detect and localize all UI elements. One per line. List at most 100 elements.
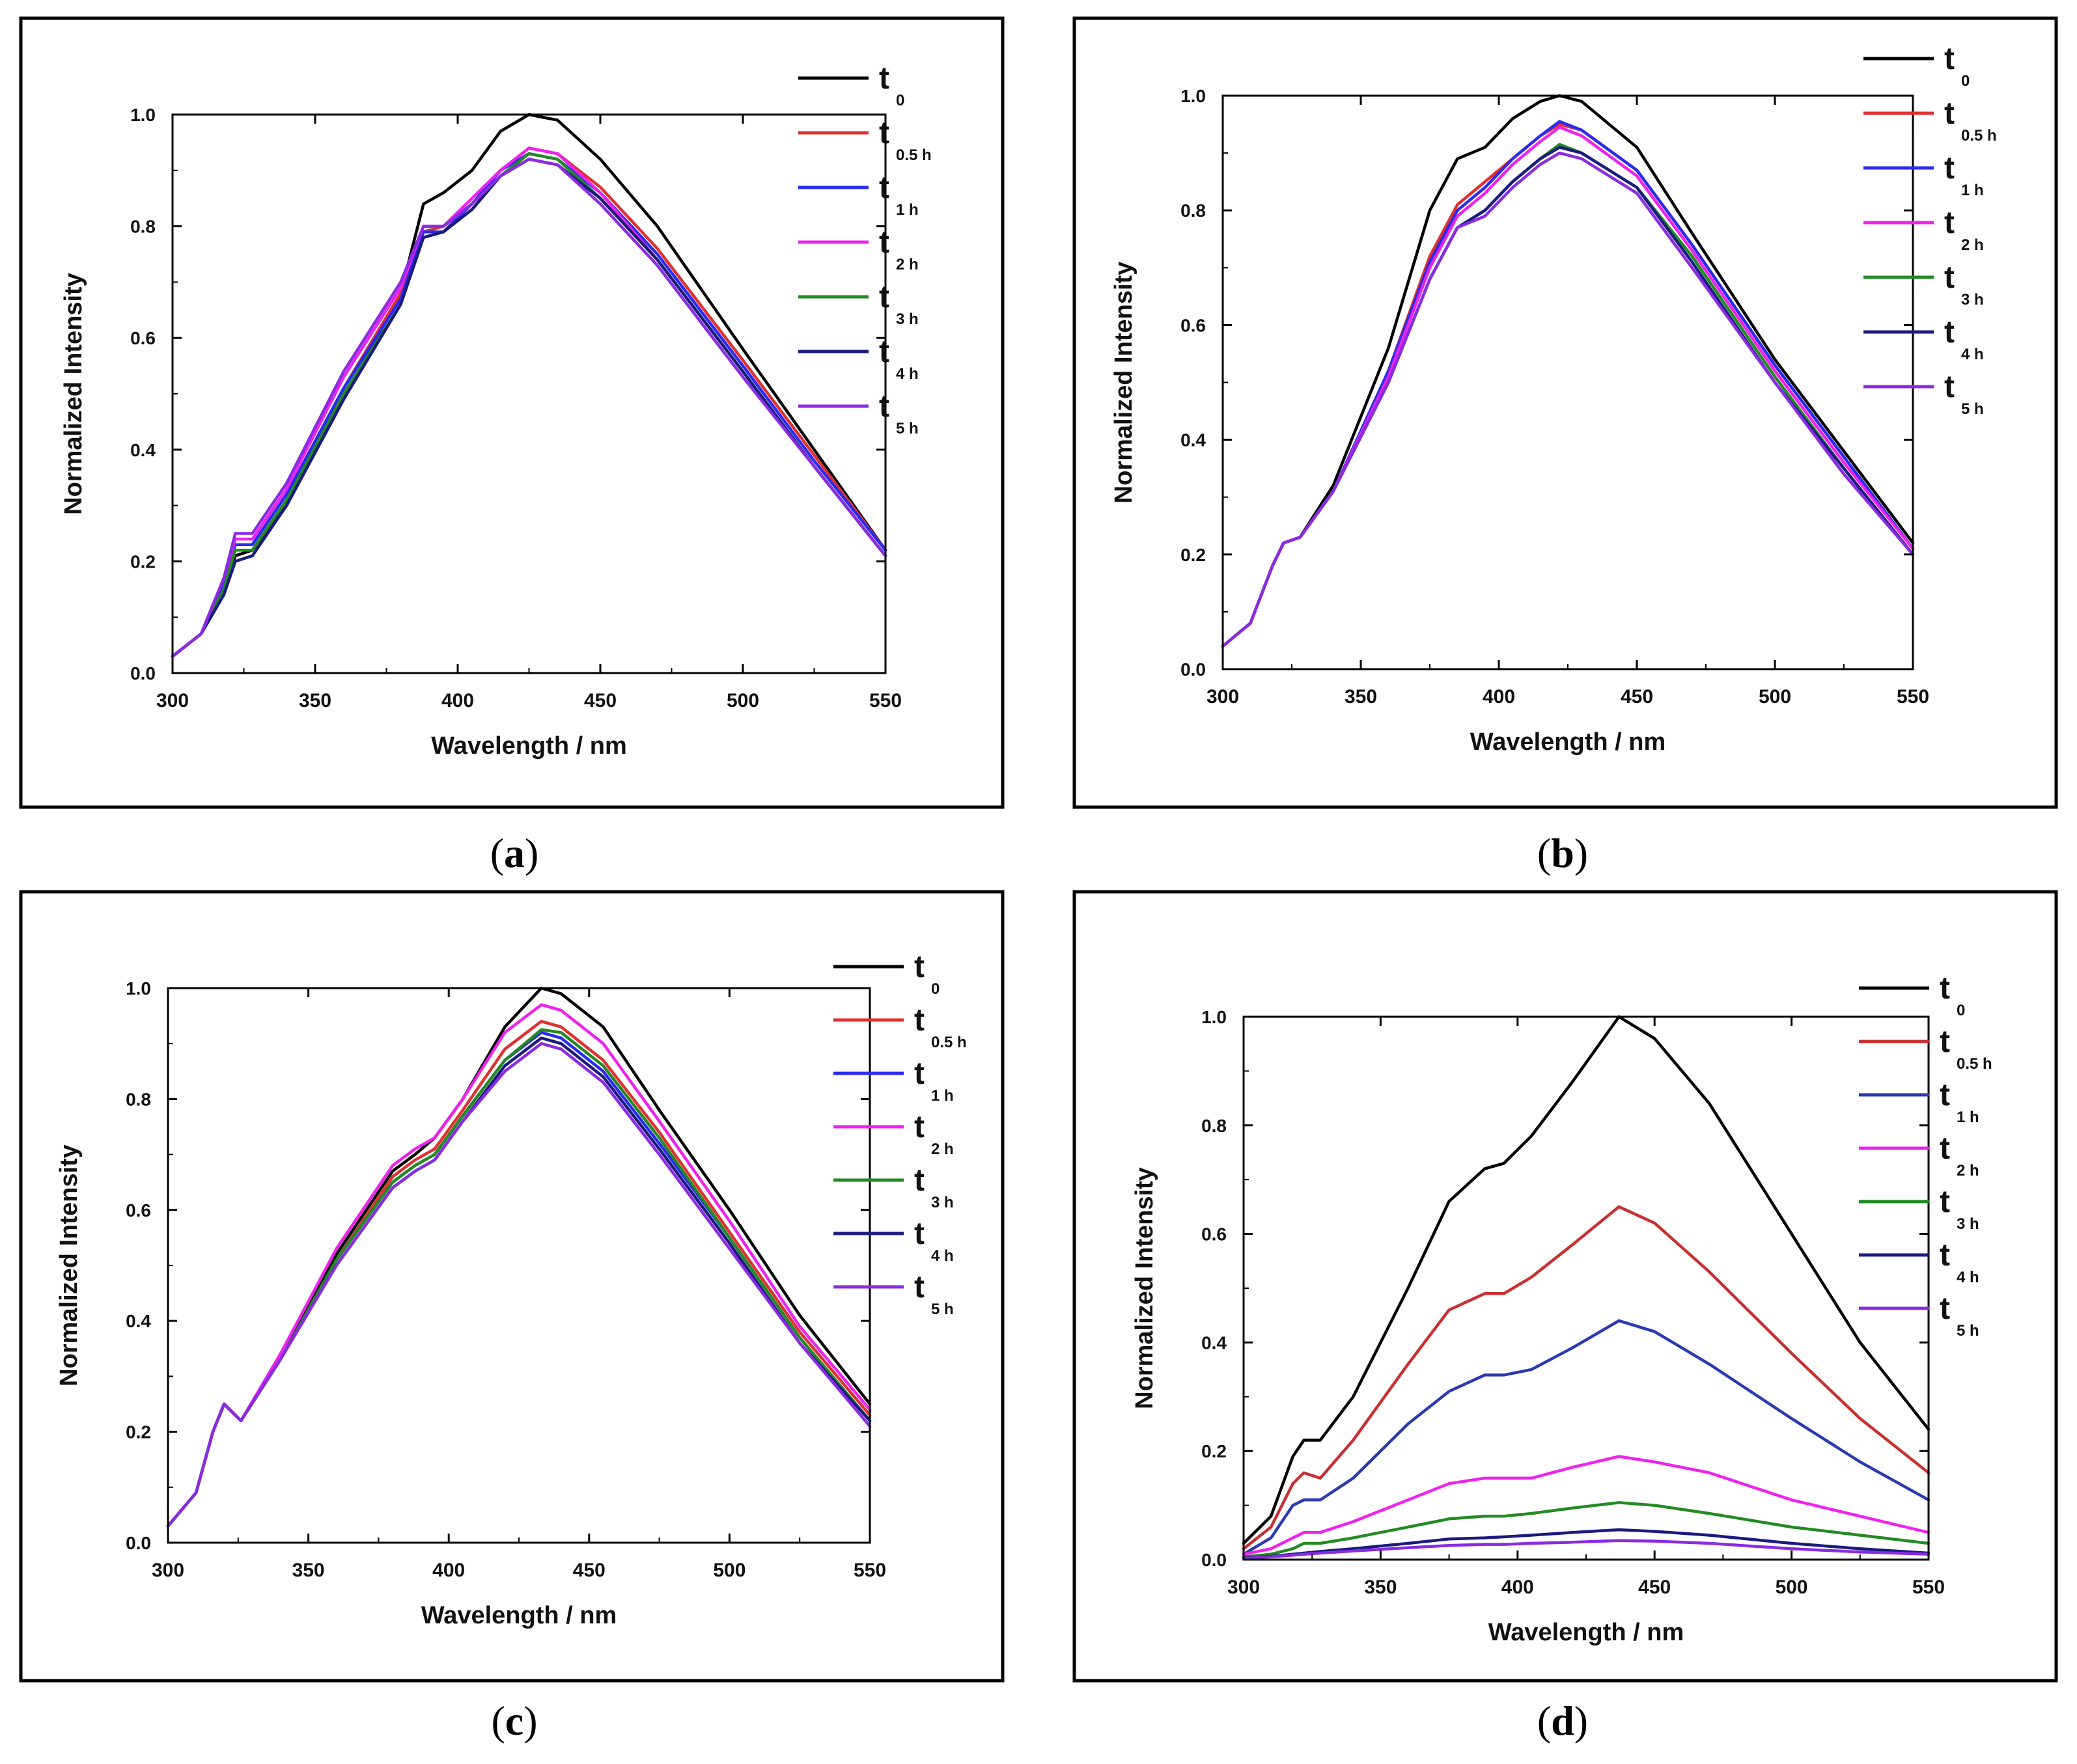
legend-label-t: t: [879, 225, 889, 260]
legend-label-t: t: [879, 335, 889, 369]
legend-label-subscript: 4 h: [931, 1247, 954, 1265]
y-tick-label: 0.8: [126, 1089, 151, 1109]
legend-label-t: t: [1940, 1078, 1950, 1112]
caption-letter: c: [505, 1698, 523, 1744]
y-tick-label: 0.0: [1180, 659, 1206, 680]
y-tick-label: 0.4: [1180, 430, 1206, 450]
legend-label-t: t: [1940, 1131, 1950, 1166]
series-line-3-h: [166, 1028, 872, 1528]
y-axis-title: Normalized Intensity: [55, 1144, 83, 1386]
caption-letter: a: [504, 830, 525, 876]
series-line-0: [1242, 1015, 1931, 1545]
plot-area-frame: [167, 987, 871, 1544]
chart-panel-d: 300 350 400 450 500 550 0.0 0.2 0.4 0.6 0.8 1.0 Wave…: [1072, 890, 2058, 1744]
series-line-1-h: [166, 1030, 872, 1528]
y-axis-title: Normalized Intensity: [1110, 262, 1137, 504]
series-line-0-5-h: [171, 146, 887, 658]
x-tick-label: 400: [441, 690, 474, 711]
x-tick-label: 550: [1897, 686, 1929, 708]
x-tick-label: 350: [292, 1560, 325, 1581]
panel-caption: (b): [1537, 830, 1588, 876]
caption-letter: d: [1551, 1698, 1574, 1744]
legend-label-t: t: [1944, 206, 1955, 240]
legend-label-subscript: 4 h: [1961, 346, 1984, 363]
legend-label-subscript: 1 h: [1957, 1109, 1979, 1126]
series-line-3-h: [171, 152, 887, 658]
x-tick-label: 500: [727, 690, 759, 711]
panel-frame: [19, 890, 1005, 1683]
legend-label-t: t: [1940, 1025, 1950, 1059]
x-tick-label: 450: [584, 690, 617, 711]
y-tick-label: 1.0: [126, 978, 151, 999]
caption-letter: b: [1551, 830, 1574, 876]
series-line-2-h: [166, 1003, 872, 1528]
chart-panel-a: 300 350 400 450 500 550 0.0 0.2 0.4 0.6 0.8 1.0 Wave…: [19, 16, 1005, 876]
series-line-0-5-h: [1242, 1205, 1931, 1550]
legend-label-subscript: 0.5 h: [931, 1034, 967, 1051]
legend-label-subscript: 2 h: [1961, 236, 1984, 254]
y-tick-label: 0.6: [1180, 315, 1206, 335]
series-line-0: [171, 113, 887, 658]
legend-label-subscript: 5 h: [896, 420, 919, 437]
legend-label-subscript: 1 h: [896, 201, 919, 219]
legend-label-t: t: [1940, 1238, 1950, 1273]
x-axis-title: Wavelength / nm: [1488, 1619, 1684, 1646]
legend-label-subscript: 0: [1957, 1002, 1965, 1019]
legend-label-subscript: 0: [896, 92, 904, 109]
caption-paren-open: (: [490, 830, 504, 876]
series-line-3-h: [1242, 1501, 1931, 1559]
legend-label-subscript: 0: [931, 980, 940, 998]
legend-label-t: t: [1944, 260, 1955, 295]
y-tick-label: 0.8: [1201, 1116, 1227, 1136]
chart-panel-c: 300 350 400 450 500 550 0.0 0.2 0.4 0.6 0.8 1.0 Wave…: [19, 890, 1005, 1744]
y-tick-label: 0.0: [130, 663, 156, 683]
x-axis-title: Wavelength / nm: [421, 1602, 617, 1629]
series-line-2-h: [1221, 126, 1915, 648]
series-line-3-h: [1221, 143, 1915, 648]
legend-label-t: t: [1944, 370, 1955, 404]
legend-label-subscript: 5 h: [931, 1301, 954, 1318]
x-tick-label: 550: [869, 690, 902, 711]
y-tick-label: 0.6: [126, 1200, 151, 1220]
plot-area-frame: [1221, 94, 1914, 670]
chart-panel-b: 300 350 400 450 500 550 0.0 0.2 0.4 0.6 0.8 1.0 Wave…: [1072, 16, 2058, 876]
x-tick-label: 300: [156, 690, 189, 711]
legend-label-t: t: [1940, 1291, 1950, 1326]
y-axis-title: Normalized Intensity: [1131, 1167, 1158, 1409]
legend-label-subscript: 5 h: [1957, 1322, 1979, 1340]
legend-label-t: t: [879, 171, 889, 205]
series-line-4-h: [1242, 1528, 1931, 1560]
series-line-2-h: [1242, 1455, 1931, 1556]
series-line-4-h: [1221, 146, 1915, 648]
panel-caption: (c): [491, 1698, 537, 1744]
legend-label-subscript: 0.5 h: [1961, 127, 1997, 145]
legend-label-subscript: 0.5 h: [1957, 1055, 1992, 1073]
y-tick-label: 0.4: [130, 440, 156, 460]
caption-paren-close: ): [1574, 830, 1588, 876]
y-tick-label: 0.8: [130, 217, 156, 237]
caption-paren-open: (: [491, 1698, 505, 1744]
legend-label-t: t: [1940, 1185, 1950, 1219]
legend-label-subscript: 3 h: [1957, 1215, 1979, 1233]
caption-paren-close: ): [523, 1698, 537, 1744]
y-tick-label: 0.4: [126, 1311, 151, 1331]
legend-label-t: t: [914, 1163, 925, 1198]
y-axis-title: Normalized Intensity: [60, 273, 87, 515]
series-line-0: [166, 986, 872, 1528]
legend-label-subscript: 0.5 h: [896, 146, 932, 164]
series-line-2-h: [171, 146, 887, 658]
y-tick-label: 0.0: [126, 1533, 151, 1553]
series-line-1-h: [1242, 1319, 1931, 1556]
y-tick-label: 0.2: [1180, 545, 1206, 565]
x-axis-title: Wavelength / nm: [431, 732, 627, 760]
legend-label-t: t: [1944, 96, 1955, 131]
series-line-5-h: [1221, 151, 1915, 648]
y-tick-label: 1.0: [1201, 1007, 1227, 1027]
x-tick-label: 550: [1912, 1577, 1945, 1598]
x-tick-label: 450: [573, 1560, 606, 1581]
x-tick-label: 350: [1345, 686, 1377, 708]
x-tick-label: 400: [1483, 686, 1515, 708]
caption-paren-close: ): [1574, 1698, 1588, 1744]
panel-frame: [19, 16, 1005, 809]
caption-paren-close: ): [525, 830, 538, 876]
